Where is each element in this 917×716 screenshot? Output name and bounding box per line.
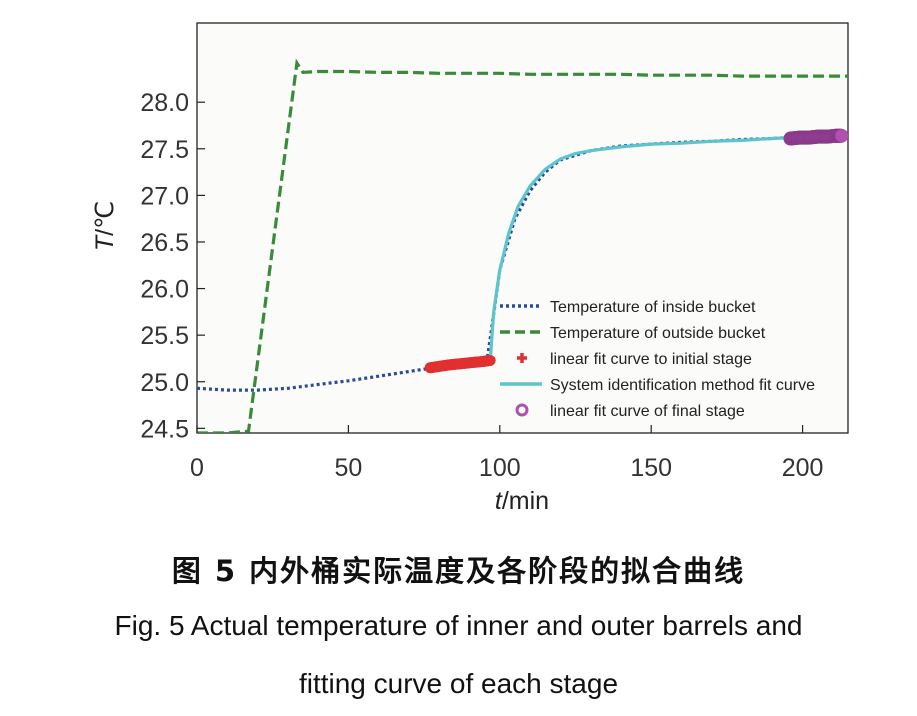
legend-label: linear fit curve to initial stage: [550, 351, 752, 368]
legend-label: System identification method fit curve: [550, 377, 815, 394]
y-tick-label: 25.5: [140, 322, 189, 350]
initial-fit-marker: [485, 355, 496, 366]
x-axis-label: t/min: [495, 487, 549, 515]
x-axis-unit: /min: [502, 487, 549, 515]
x-tick-label: 50: [334, 454, 362, 482]
legend-swatch: [517, 353, 527, 363]
plot-area: [196, 22, 849, 434]
y-axis-var: T: [91, 234, 119, 251]
y-tick-label: 28.0: [140, 89, 189, 117]
series-layer: [197, 58, 848, 433]
final-fit-marker: [835, 129, 848, 143]
x-tick-label: 0: [190, 454, 204, 482]
y-tick-label: 27.0: [140, 182, 189, 210]
x-tick-label: 100: [479, 454, 521, 482]
legend-label: Temperature of outside bucket: [550, 325, 766, 342]
x-tick-label: 200: [782, 454, 824, 482]
axis-ticks: 24.5 25.0 25.5 26.0 26.5 27.0 27.5 28.0 0 50 100 15…: [140, 89, 823, 482]
legend-swatch: [515, 403, 529, 417]
x-axis-var: t: [495, 487, 503, 515]
figure: 24.5 25.0 25.5 26.0 26.5 27.0 27.5 28.0 0 50 100 15…: [91, 22, 849, 515]
final-fit-series: [783, 128, 848, 146]
caption-english-line1: Fig. 5 Actual temperature of inner and o…: [114, 610, 803, 641]
y-tick-label: 25.0: [140, 369, 189, 397]
initial-fit-series: [424, 354, 496, 374]
x-tick-label: 150: [630, 454, 672, 482]
y-tick-label: 27.5: [140, 136, 189, 164]
caption-chinese: 图 5 内外桶实际温度及各阶段的拟合曲线: [171, 554, 746, 588]
y-tick-label: 26.5: [140, 229, 189, 257]
legend-label: Temperature of inside bucket: [550, 299, 756, 316]
y-axis-unit: /℃: [91, 201, 119, 236]
y-tick-label: 24.5: [140, 415, 189, 443]
y-axis-label: T/℃: [91, 201, 119, 251]
outside-bucket-line: [197, 58, 848, 433]
legend: Temperature of inside bucket Temperature …: [500, 299, 815, 420]
system-id-fit-line: [489, 136, 793, 356]
y-tick-label: 26.0: [140, 276, 189, 304]
legend-label: linear fit curve of final stage: [550, 403, 745, 420]
caption-english-line2: fitting curve of each stage: [298, 668, 619, 699]
